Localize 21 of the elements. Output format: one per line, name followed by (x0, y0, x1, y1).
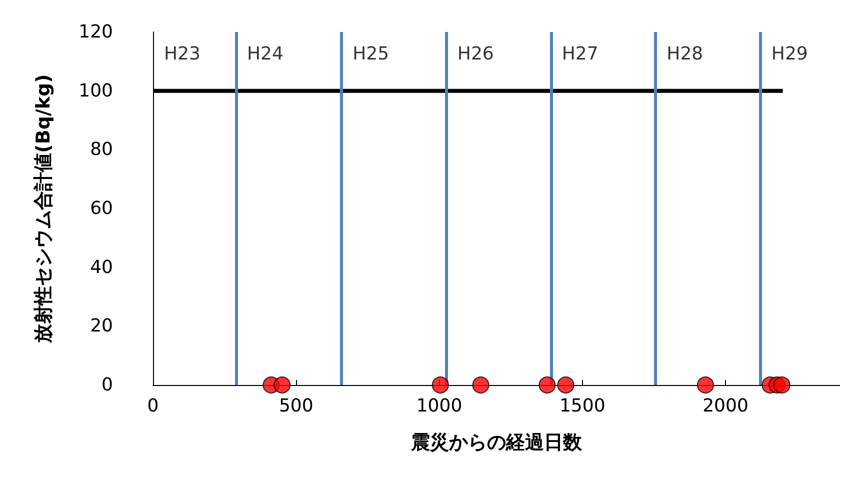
y-tick-label: 120 (78, 22, 113, 42)
x-tick-label: 500 (278, 396, 314, 416)
x-tick-label: 2000 (702, 396, 748, 416)
annotation: H29 (771, 44, 808, 64)
annotation: H24 (247, 44, 284, 64)
x-tick-label: 0 (147, 396, 159, 416)
y-tick-label: 40 (90, 256, 113, 278)
y-tick-label: 100 (78, 80, 113, 102)
y-tick-label: 80 (90, 139, 113, 160)
y-tick-label: 60 (90, 198, 113, 219)
annotation: H23 (164, 44, 200, 64)
annotation: H27 (562, 44, 598, 64)
annotation: H28 (666, 44, 704, 64)
annotation: H25 (352, 44, 390, 64)
annotation: H26 (457, 44, 494, 64)
x-axis-title: 震災からの経過日数 (410, 432, 583, 454)
y-axis-title: 放射性セシウム合計値(Bq/kg) (32, 74, 54, 344)
y-tick-label: 0 (102, 374, 113, 396)
x-tick-label: 1500 (559, 396, 606, 416)
y-tick-label: 20 (90, 316, 113, 337)
x-tick-label: 1000 (416, 396, 462, 416)
